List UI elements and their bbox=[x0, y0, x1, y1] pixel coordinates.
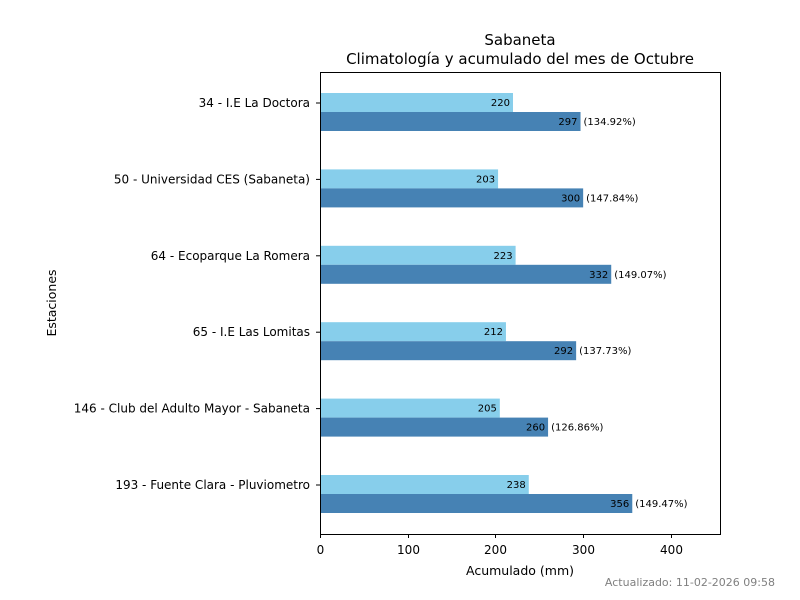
percent-label: (149.07%) bbox=[614, 270, 666, 281]
bar-value-label-acumulado: 292 bbox=[554, 346, 573, 357]
y-axis-label: Estaciones bbox=[44, 269, 59, 336]
percent-label: (137.73%) bbox=[579, 346, 631, 357]
bar-climatologia bbox=[320, 245, 516, 265]
y-tick-label: 64 - Ecoparque La Romera bbox=[151, 249, 310, 263]
y-tick-label: 65 - I.E Las Lomitas bbox=[193, 325, 310, 339]
percent-label: (126.86%) bbox=[551, 423, 603, 434]
bar-acumulado bbox=[320, 494, 633, 513]
bar-value-label-climatologia: 220 bbox=[491, 98, 510, 109]
x-tick-label: 200 bbox=[484, 543, 507, 557]
x-axis-label: Acumulado (mm) bbox=[466, 563, 574, 578]
x-tick-label: 0 bbox=[317, 543, 325, 557]
bar-value-label-acumulado: 300 bbox=[561, 193, 580, 204]
bar-value-label-acumulado: 260 bbox=[526, 423, 545, 434]
bar-acumulado bbox=[320, 112, 581, 131]
chart-subtitle: Climatología y acumulado del mes de Octu… bbox=[346, 50, 694, 68]
bar-value-label-climatologia: 212 bbox=[484, 327, 503, 338]
bar-climatologia bbox=[320, 398, 500, 418]
bar-acumulado bbox=[320, 188, 584, 208]
bar-acumulado bbox=[320, 341, 577, 361]
bar-climatologia bbox=[320, 322, 506, 342]
bar-value-label-climatologia: 223 bbox=[494, 251, 513, 262]
bar-value-label-acumulado: 297 bbox=[558, 117, 577, 128]
y-tick-label: 146 - Club del Adulto Mayor - Sabaneta bbox=[74, 402, 310, 416]
percent-label: (134.92%) bbox=[584, 117, 636, 128]
bars-group: 220 297 (134.92%) 203 300 (147.84%) 223 332 (149… bbox=[320, 93, 688, 513]
bar-value-label-climatologia: 205 bbox=[478, 404, 497, 415]
y-tick-label: 193 - Fuente Clara - Pluviometro bbox=[115, 478, 310, 492]
updated-timestamp: Actualizado: 11-02-2026 09:58 bbox=[605, 576, 775, 589]
chart-title: Sabaneta bbox=[484, 31, 555, 49]
axes-frame bbox=[320, 72, 721, 535]
y-tick-label: 50 - Universidad CES (Sabaneta) bbox=[114, 172, 310, 186]
bar-value-label-acumulado: 356 bbox=[610, 499, 629, 510]
x-tick-label: 300 bbox=[572, 543, 595, 557]
x-axis-ticks: 0 100 200 300 400 bbox=[317, 534, 683, 557]
x-tick-label: 400 bbox=[660, 543, 683, 557]
y-axis-ticks: 34 - I.E La Doctora 50 - Universidad CES … bbox=[74, 96, 320, 492]
percent-label: (149.47%) bbox=[635, 499, 687, 510]
y-tick-label: 34 - I.E La Doctora bbox=[199, 96, 310, 110]
bar-acumulado bbox=[320, 264, 612, 284]
bar-acumulado bbox=[320, 417, 549, 437]
bar-value-label-climatologia: 203 bbox=[476, 174, 495, 185]
x-tick-label: 100 bbox=[397, 543, 420, 557]
bar-value-label-climatologia: 238 bbox=[507, 480, 526, 491]
bar-value-label-acumulado: 332 bbox=[589, 270, 608, 281]
bar-climatologia bbox=[320, 93, 513, 112]
percent-label: (147.84%) bbox=[586, 193, 638, 204]
bar-climatologia bbox=[320, 169, 499, 189]
bar-climatologia bbox=[320, 475, 529, 494]
